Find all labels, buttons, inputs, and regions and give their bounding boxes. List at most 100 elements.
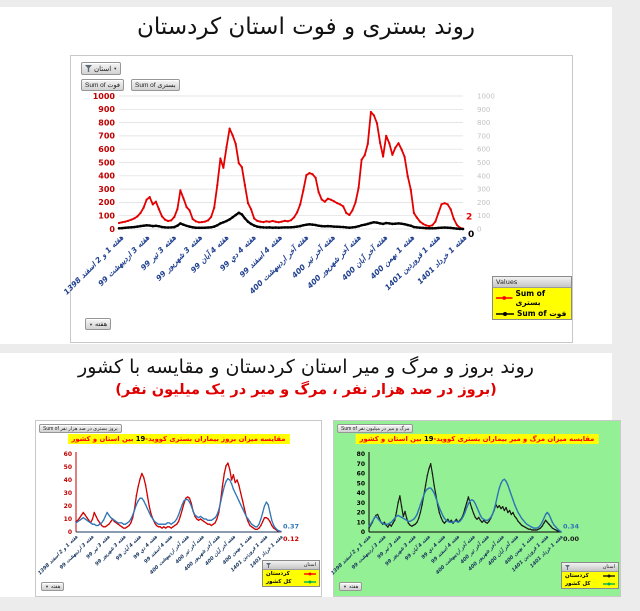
- mortality-field-button[interactable]: Sum of مرگ و میر در میلیون نفر: [337, 424, 414, 433]
- svg-text:100: 100: [98, 212, 115, 221]
- svg-text:70: 70: [357, 461, 365, 468]
- svg-text:20: 20: [64, 503, 72, 510]
- svg-text:0: 0: [68, 529, 72, 536]
- series-marker-icon: [496, 311, 514, 316]
- svg-text:0: 0: [477, 225, 481, 233]
- svg-text:1000: 1000: [477, 92, 495, 100]
- legend-item-label: Sum of بستری: [515, 289, 546, 307]
- svg-text:50: 50: [64, 464, 72, 471]
- incidence-comparison-chart: Sum of بروز بستری در صد هزار نفر مقایسه …: [35, 420, 322, 597]
- legend-item-country: کل کشور: [263, 578, 319, 586]
- chevron-down-icon: ▼: [113, 66, 118, 71]
- svg-text:60: 60: [357, 471, 365, 478]
- legend-item-label: کردستان: [266, 571, 290, 577]
- series-marker-icon: [304, 580, 316, 584]
- svg-text:300: 300: [98, 185, 115, 194]
- legend-province-filter[interactable]: استان: [263, 561, 319, 570]
- week-axis-button[interactable]: ▼ هفته: [41, 582, 65, 591]
- mortality-comparison-chart: Sum of مرگ و میر در میلیون نفر مقایسه می…: [330, 420, 621, 597]
- week-axis-button[interactable]: ▼ هفته: [339, 582, 363, 591]
- page-top-band: [0, 0, 640, 7]
- field-button-deaths[interactable]: Sum of فوت: [81, 79, 124, 91]
- svg-text:300: 300: [477, 186, 490, 194]
- bottom-section-title: روند بروز و مرگ و میر استان کردستان و مق…: [78, 356, 534, 378]
- legend-item-label: کل کشور: [565, 581, 591, 587]
- svg-text:700: 700: [98, 132, 115, 141]
- svg-text:900: 900: [477, 106, 490, 114]
- svg-text:50: 50: [357, 480, 365, 487]
- filter-label: استان: [94, 65, 112, 73]
- chevron-down-icon: ▼: [45, 584, 49, 589]
- svg-text:700: 700: [477, 132, 490, 140]
- svg-text:500: 500: [98, 158, 115, 167]
- svg-text:500: 500: [477, 159, 490, 167]
- week-button-label: هفته: [348, 583, 359, 590]
- svg-text:1000: 1000: [93, 92, 116, 101]
- svg-text:600: 600: [477, 146, 490, 154]
- svg-text:900: 900: [98, 105, 115, 114]
- mortality-chart-legend: استان کردستان کل کشور: [561, 562, 619, 589]
- chevron-down-icon: ▼: [89, 321, 93, 327]
- series-marker-icon: [304, 572, 316, 576]
- field-button-label: Sum of فوت: [85, 82, 120, 89]
- filter-funnel-icon: [85, 65, 92, 72]
- legend-province-filter[interactable]: استان: [562, 563, 618, 572]
- svg-text:60: 60: [64, 451, 72, 458]
- hospitalization-death-chart: استان ▼ Sum of فوت Sum of بستری Values S…: [61, 55, 573, 343]
- svg-text:400: 400: [98, 172, 115, 181]
- week-axis-button[interactable]: ▼ هفته: [85, 318, 112, 330]
- svg-text:200: 200: [98, 198, 115, 207]
- province-filter-button[interactable]: استان ▼: [81, 62, 122, 75]
- legend-item-label: کردستان: [565, 573, 589, 579]
- legend-item-kurdistan: کردستان: [562, 572, 618, 580]
- bottom-section-subtitle: (بروز در صد هزار نفر ، مرگ و میر در یک م…: [115, 382, 497, 398]
- last-point-label: 0.34: [563, 523, 580, 531]
- top-chart-legend: Values Sum of بستری Sum of فوت: [492, 276, 572, 320]
- filter-funnel-icon: [565, 564, 570, 570]
- last-point-label: 0.37: [283, 523, 299, 531]
- incidence-chart-title: مقایسه میزان بروز بیماران بستری کووید-19…: [67, 434, 290, 445]
- last-point-label: 0.00: [563, 535, 580, 543]
- series-marker-icon: [496, 296, 513, 300]
- svg-text:40: 40: [357, 490, 365, 497]
- incidence-field-button[interactable]: Sum of بروز بستری در صد هزار نفر: [39, 424, 122, 433]
- svg-text:40: 40: [64, 477, 72, 484]
- legend-header-label: استان: [303, 562, 316, 568]
- field-button-admissions[interactable]: Sum of بستری: [131, 79, 180, 91]
- mortality-chart-title: مقایسه میزان مرگ و میر بیماران بستری کوو…: [355, 434, 599, 445]
- svg-text:0: 0: [109, 225, 115, 234]
- series-marker-icon: [603, 582, 615, 586]
- field-button-label: Sum of بستری: [135, 82, 176, 89]
- svg-text:800: 800: [98, 118, 115, 127]
- legend-item-admissions: Sum of بستری: [493, 288, 571, 308]
- legend-item-label: کل کشور: [266, 579, 292, 585]
- svg-text:10: 10: [64, 516, 72, 523]
- svg-text:30: 30: [64, 490, 72, 497]
- legend-item-kurdistan: کردستان: [263, 570, 319, 578]
- last-point-label: 0.12: [283, 535, 299, 543]
- svg-text:10: 10: [357, 519, 365, 526]
- legend-item-deaths: Sum of فوت: [493, 308, 571, 319]
- field-button-label: Sum of مرگ و میر در میلیون نفر: [341, 425, 410, 432]
- chevron-down-icon: ▼: [343, 584, 347, 589]
- legend-header-label: استان: [602, 564, 615, 570]
- top-section-title: روند بستری و فوت استان کردستان: [137, 14, 475, 40]
- svg-text:20: 20: [357, 510, 365, 517]
- svg-text:200: 200: [477, 199, 490, 207]
- legend-values-button[interactable]: Values: [493, 277, 571, 288]
- svg-text:400: 400: [477, 172, 490, 180]
- svg-text:800: 800: [477, 119, 490, 127]
- svg-text:80: 80: [357, 451, 365, 458]
- section-divider: [0, 344, 640, 353]
- svg-text:0: 0: [361, 529, 365, 536]
- page-bottom-band: [0, 597, 640, 611]
- svg-text:30: 30: [357, 500, 365, 507]
- svg-text:600: 600: [98, 145, 115, 154]
- field-button-label: Sum of بروز بستری در صد هزار نفر: [43, 425, 118, 432]
- legend-item-country: کل کشور: [562, 580, 618, 588]
- incidence-chart-legend: استان کردستان کل کشور: [262, 560, 320, 587]
- legend-header-label: Values: [496, 278, 518, 286]
- last-point-label: 0: [468, 230, 474, 240]
- week-button-label: هفته: [94, 321, 108, 328]
- filter-funnel-icon: [266, 562, 271, 568]
